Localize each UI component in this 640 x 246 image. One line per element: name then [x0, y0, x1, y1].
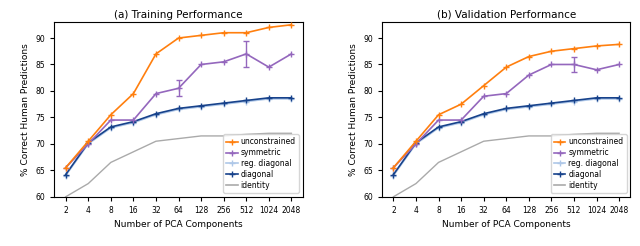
Legend: unconstrained, symmetric, reg. diagonal, diagonal, identity: unconstrained, symmetric, reg. diagonal,… — [551, 134, 627, 193]
Y-axis label: % Correct Human Predictions: % Correct Human Predictions — [349, 43, 358, 176]
Y-axis label: % Correct Human Predictions: % Correct Human Predictions — [21, 43, 30, 176]
Title: (b) Validation Performance: (b) Validation Performance — [436, 10, 576, 20]
X-axis label: Number of PCA Components: Number of PCA Components — [114, 220, 243, 229]
Title: (a) Training Performance: (a) Training Performance — [115, 10, 243, 20]
X-axis label: Number of PCA Components: Number of PCA Components — [442, 220, 571, 229]
Legend: unconstrained, symmetric, reg. diagonal, diagonal, identity: unconstrained, symmetric, reg. diagonal,… — [223, 134, 299, 193]
